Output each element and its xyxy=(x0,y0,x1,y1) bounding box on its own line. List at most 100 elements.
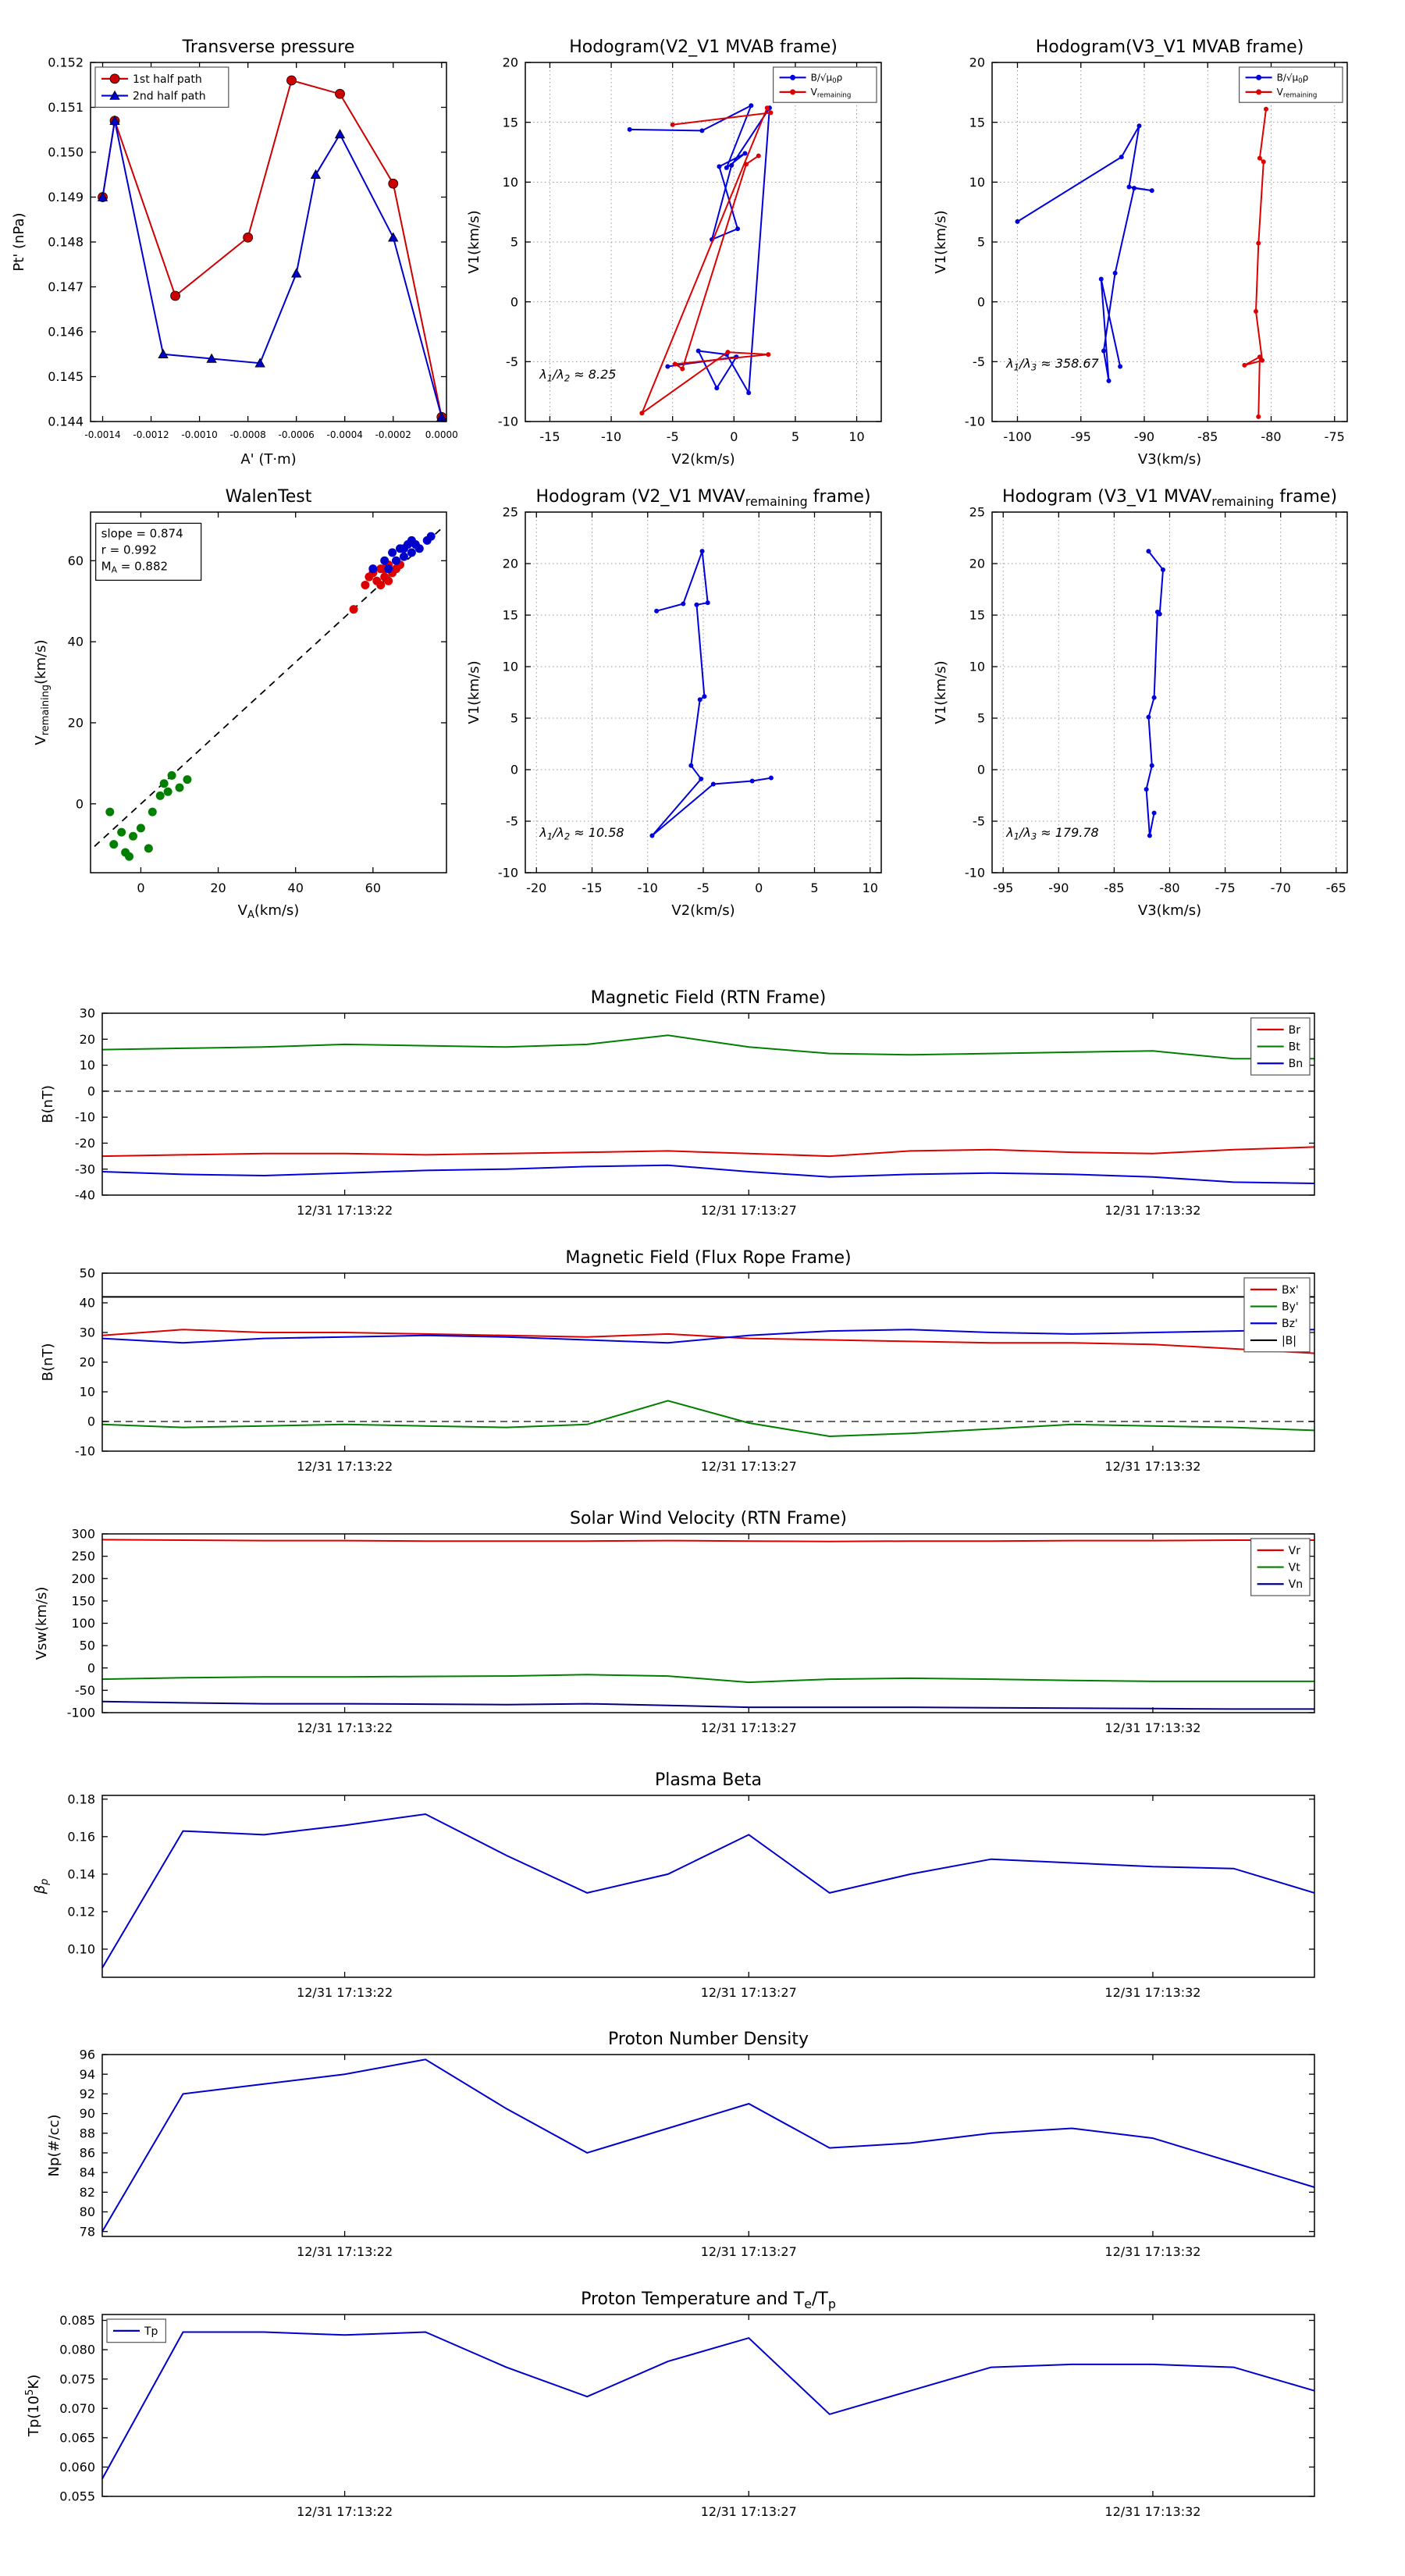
svg-text:60: 60 xyxy=(365,881,381,895)
chart-hodogram-v2v1-mvab: -15 -10 -5 0 5 10 -10 -5 0 5 10 15 20 Hodogram(V2_V1 … xyxy=(466,37,882,468)
svg-text:V1(km/s): V1(km/s) xyxy=(466,210,482,273)
svg-text:-85: -85 xyxy=(1197,429,1218,444)
svg-text:0: 0 xyxy=(755,881,763,895)
svg-text:40: 40 xyxy=(68,635,84,649)
svg-text:300: 300 xyxy=(71,1527,95,1542)
svg-text:-90: -90 xyxy=(1134,429,1154,444)
svg-text:50: 50 xyxy=(80,1266,95,1281)
chart-hodogram-v2v1-mvav: -20 -15 -10 -5 0 5 10 -10 -5 0 5 10 15 20 25 Hodogram (… xyxy=(466,487,882,919)
svg-text:100: 100 xyxy=(71,1616,95,1631)
svg-text:-15: -15 xyxy=(582,881,602,895)
svg-text:15: 15 xyxy=(969,115,985,130)
svg-text:Plasma Beta: Plasma Beta xyxy=(655,1770,762,1790)
svg-text:-50: -50 xyxy=(75,1683,95,1698)
svg-text:12/31 17:13:27: 12/31 17:13:27 xyxy=(701,1459,797,1474)
svg-text:-10: -10 xyxy=(601,429,621,444)
svg-text:V1(km/s): V1(km/s) xyxy=(933,210,949,273)
svg-text:V2(km/s): V2(km/s) xyxy=(671,902,735,919)
svg-text:40: 40 xyxy=(288,881,304,895)
chart-magnetic-field-rtn: 12/31 17:13:22 12/31 17:13:27 12/31 17:13:… xyxy=(40,988,1315,1218)
svg-text:Pt' (nPa): Pt' (nPa) xyxy=(11,212,27,271)
svg-text:λ1/λ2 ≈ 8.25: λ1/λ2 ≈ 8.25 xyxy=(539,367,616,384)
svg-text:0.146: 0.146 xyxy=(48,325,84,340)
svg-text:12/31 17:13:22: 12/31 17:13:22 xyxy=(297,1720,393,1735)
svg-text:12/31 17:13:27: 12/31 17:13:27 xyxy=(701,1985,797,2000)
svg-text:-5: -5 xyxy=(973,354,985,369)
svg-text:10: 10 xyxy=(503,660,518,674)
svg-text:20: 20 xyxy=(80,1355,95,1370)
svg-text:-100: -100 xyxy=(1003,429,1031,444)
svg-text:1st half path: 1st half path xyxy=(133,73,202,86)
svg-text:λ1/λ3 ≈ 179.78: λ1/λ3 ≈ 179.78 xyxy=(1005,825,1099,842)
svg-text:-40: -40 xyxy=(75,1188,95,1203)
svg-text:0.151: 0.151 xyxy=(48,100,84,115)
svg-text:-90: -90 xyxy=(1048,881,1069,895)
chart-walen-test: 0 20 40 60 0 20 40 60 WalenTest VA(km/s) Vremainin… xyxy=(33,487,447,921)
svg-text:12/31 17:13:32: 12/31 17:13:32 xyxy=(1104,1720,1200,1735)
svg-text:0: 0 xyxy=(76,796,84,811)
svg-text:50: 50 xyxy=(80,1638,95,1653)
svg-text:-10: -10 xyxy=(498,415,518,429)
svg-text:Magnetic Field (Flux Rope Fram: Magnetic Field (Flux Rope Frame) xyxy=(565,1248,851,1268)
svg-text:90: 90 xyxy=(80,2106,95,2121)
svg-text:B(nT): B(nT) xyxy=(40,1085,56,1123)
svg-text:30: 30 xyxy=(80,1006,95,1021)
svg-text:Hodogram (V3_V1 MVAVremaining: Hodogram (V3_V1 MVAVremaining frame) xyxy=(1002,487,1337,509)
svg-text:Tp: Tp xyxy=(144,2325,158,2338)
svg-text:Br: Br xyxy=(1289,1024,1301,1037)
svg-text:Proton Number Density: Proton Number Density xyxy=(608,2030,809,2049)
svg-text:WalenTest: WalenTest xyxy=(226,487,312,507)
svg-text:0.070: 0.070 xyxy=(59,2401,95,2416)
svg-text:slope = 0.874: slope = 0.874 xyxy=(101,526,183,540)
svg-text:10: 10 xyxy=(863,881,878,895)
svg-text:12/31 17:13:27: 12/31 17:13:27 xyxy=(701,2244,797,2259)
svg-text:12/31 17:13:32: 12/31 17:13:32 xyxy=(1104,1985,1200,2000)
svg-text:Hodogram (V2_V1 MVAVremaining: Hodogram (V2_V1 MVAVremaining frame) xyxy=(535,487,870,509)
svg-text:20: 20 xyxy=(969,55,985,70)
svg-text:12/31 17:13:22: 12/31 17:13:22 xyxy=(297,2504,393,2519)
svg-text:0.150: 0.150 xyxy=(48,145,84,160)
svg-text:0.149: 0.149 xyxy=(48,190,84,205)
svg-text:20: 20 xyxy=(80,1032,95,1047)
svg-text:10: 10 xyxy=(80,1385,95,1400)
svg-text:12/31 17:13:27: 12/31 17:13:27 xyxy=(701,1720,797,1735)
svg-text:-0.0010: -0.0010 xyxy=(181,429,217,440)
svg-text:20: 20 xyxy=(503,55,518,70)
svg-text:-65: -65 xyxy=(1326,881,1346,895)
svg-text:-10: -10 xyxy=(965,866,985,881)
svg-text:V2(km/s): V2(km/s) xyxy=(671,451,735,468)
svg-text:0.18: 0.18 xyxy=(67,1791,95,1806)
svg-text:-100: -100 xyxy=(67,1706,95,1720)
svg-text:-5: -5 xyxy=(506,814,518,829)
svg-text:0: 0 xyxy=(730,429,738,444)
svg-text:0.12: 0.12 xyxy=(67,1905,95,1920)
svg-text:B/√μ0ρ: B/√μ0ρ xyxy=(1277,73,1309,86)
svg-text:10: 10 xyxy=(848,429,864,444)
svg-text:12/31 17:13:22: 12/31 17:13:22 xyxy=(297,1985,393,2000)
svg-text:-70: -70 xyxy=(1271,881,1291,895)
svg-text:10: 10 xyxy=(80,1058,95,1073)
svg-text:5: 5 xyxy=(977,711,985,726)
svg-text:-10: -10 xyxy=(498,866,518,881)
svg-text:MA = 0.882: MA = 0.882 xyxy=(101,559,168,575)
svg-text:0.16: 0.16 xyxy=(67,1829,95,1844)
svg-text:12/31 17:13:27: 12/31 17:13:27 xyxy=(701,2504,797,2519)
svg-text:V3(km/s): V3(km/s) xyxy=(1138,451,1201,468)
svg-text:20: 20 xyxy=(68,716,84,731)
svg-text:Solar Wind Velocity (RTN Frame: Solar Wind Velocity (RTN Frame) xyxy=(570,1509,847,1528)
svg-text:10: 10 xyxy=(503,175,518,190)
svg-text:15: 15 xyxy=(969,608,985,623)
svg-text:Np(#/cc): Np(#/cc) xyxy=(46,2115,62,2177)
svg-text:80: 80 xyxy=(80,2204,95,2219)
chart-proton-number-density: 12/31 17:13:22 12/31 17:13:27 12/31 17:13:… xyxy=(46,2030,1315,2259)
svg-text:15: 15 xyxy=(503,115,518,130)
svg-text:12/31 17:13:32: 12/31 17:13:32 xyxy=(1104,2244,1200,2259)
svg-text:60: 60 xyxy=(68,553,84,568)
svg-text:A' (T·m): A' (T·m) xyxy=(240,451,296,468)
svg-text:5: 5 xyxy=(810,881,818,895)
svg-text:0: 0 xyxy=(510,763,518,777)
chart-magnetic-field-flux-rope: 12/31 17:13:22 12/31 17:13:27 12/31 17:13:… xyxy=(40,1248,1315,1474)
svg-text:Vsw(km/s): Vsw(km/s) xyxy=(34,1587,50,1660)
chart-hodogram-v3v1-mvav: -95 -90 -85 -80 -75 -70 -65 -10 -5 0 5 10 15 20 25 Hodo… xyxy=(933,487,1348,919)
svg-text:-85: -85 xyxy=(1104,881,1124,895)
